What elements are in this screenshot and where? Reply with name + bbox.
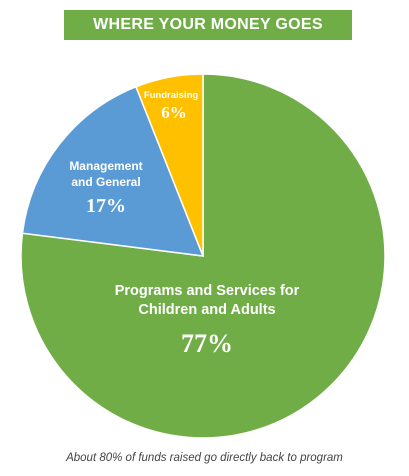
slice-management — [21, 85, 205, 257]
value-management: 17% — [86, 195, 126, 217]
label-fundraising: Fundraising — [144, 90, 199, 101]
label-programs-line2: Children and Adults — [138, 302, 275, 318]
label-programs-line1: Programs and Services for — [115, 283, 300, 299]
label-management-line1: Management — [69, 159, 142, 173]
chart-caption: About 80% of funds raised go directly ba… — [66, 452, 343, 464]
label-management-line2: and General — [71, 175, 140, 189]
value-fundraising: 6% — [161, 103, 187, 122]
chart-title-banner: WHERE YOUR MONEY GOES — [64, 10, 352, 40]
value-programs: 77% — [181, 329, 233, 358]
slice-programs — [20, 73, 386, 439]
slice-fundraising — [135, 73, 204, 257]
